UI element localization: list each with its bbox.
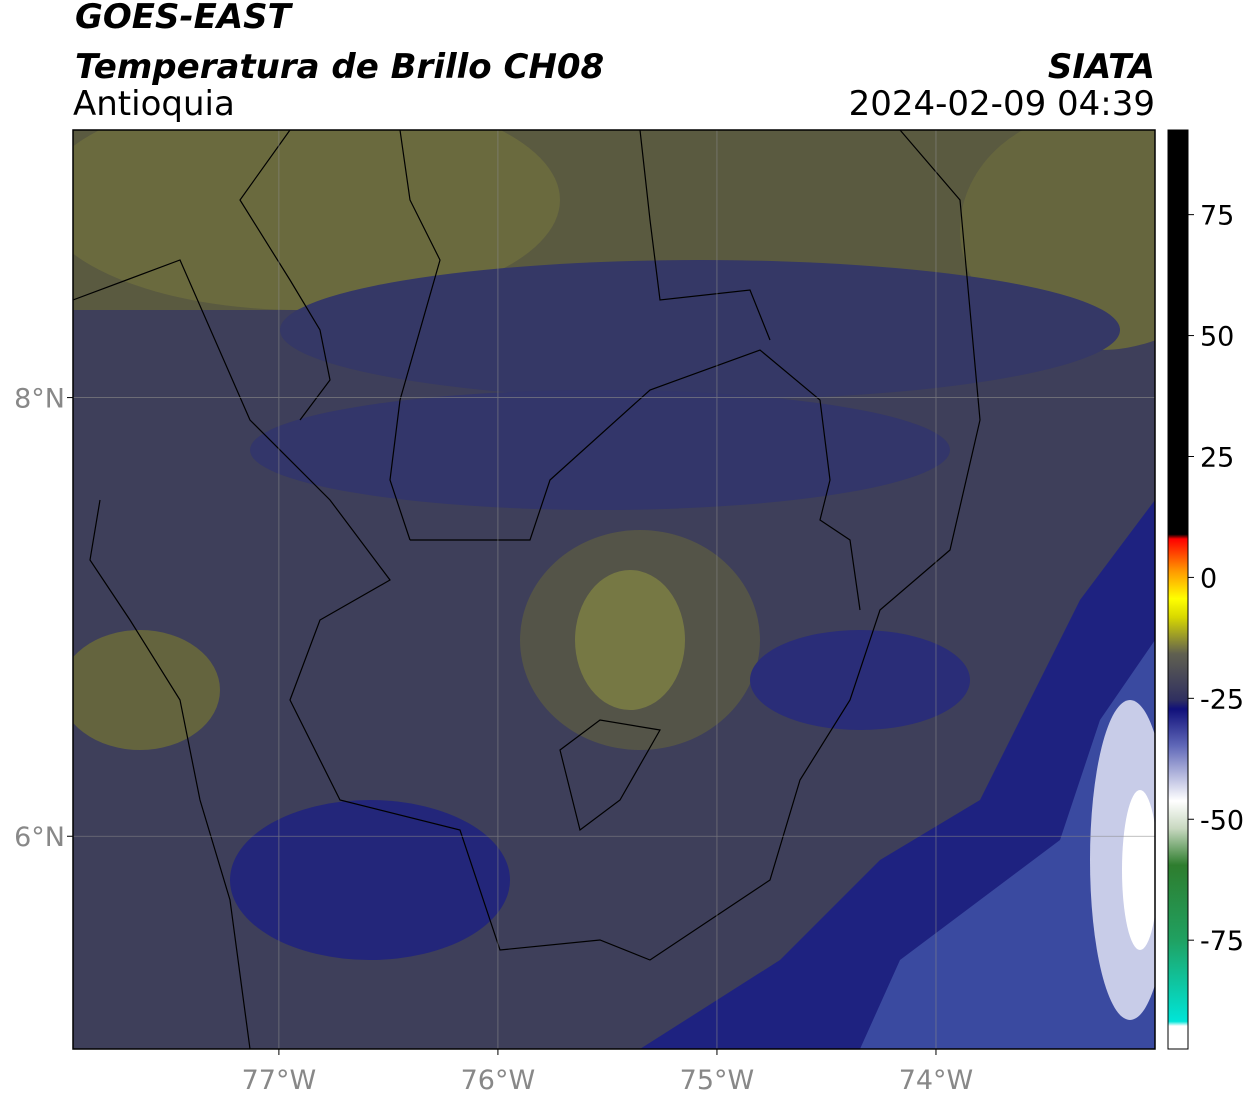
colorbar [1167, 129, 1189, 1050]
map-frame [72, 129, 1156, 1050]
satellite-image [73, 130, 1155, 1049]
y-tick-label: 6°N [14, 822, 65, 853]
y-tick-label: 8°N [14, 384, 65, 415]
x-tick-label: 74°W [899, 1065, 974, 1096]
x-tick-label: 75°W [680, 1065, 755, 1096]
colorbar-tick-label: 50 [1200, 322, 1234, 353]
colorbar-tick-label: 0 [1200, 563, 1217, 594]
datetime: 2024-02-09 04:39 [849, 84, 1155, 124]
colorbar-tick-label: -50 [1200, 805, 1244, 836]
colorbar-tick-label: -75 [1200, 926, 1244, 957]
x-tick-label: 76°W [461, 1065, 536, 1096]
region: Antioquia [73, 84, 235, 124]
colorbar-tick-label: 25 [1200, 442, 1234, 473]
title: GOES-EAST [75, 0, 294, 37]
colorbar-tick-label: 75 [1200, 201, 1234, 232]
subtitle: Temperatura de Brillo CH08 [75, 47, 604, 87]
x-tick-label: 77°W [242, 1065, 317, 1096]
brand: SIATA [1048, 47, 1155, 87]
colorbar-tick-label: -25 [1200, 684, 1244, 715]
